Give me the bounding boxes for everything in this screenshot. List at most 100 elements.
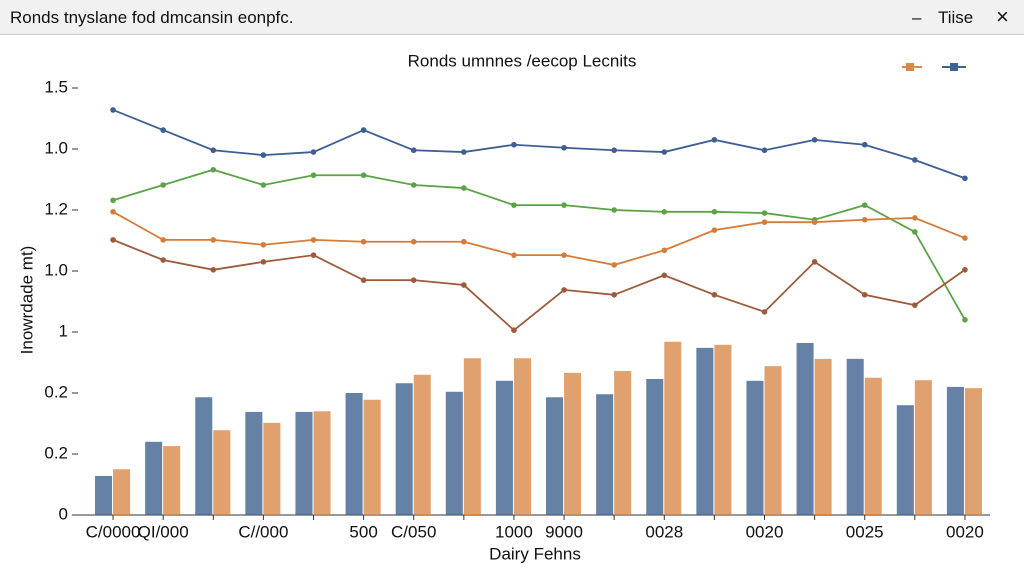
line-point	[360, 172, 367, 179]
x-tick-label: QI/000	[138, 522, 189, 541]
bar	[295, 411, 313, 515]
line-point	[260, 259, 267, 265]
line-point	[160, 182, 166, 188]
bar	[896, 405, 914, 515]
line-point	[861, 291, 868, 298]
line-point	[811, 137, 818, 143]
y-tick-label: 1.5	[44, 77, 68, 96]
line-point	[962, 175, 968, 182]
line-point	[912, 157, 918, 163]
bar	[596, 394, 614, 515]
bar	[495, 380, 513, 515]
y-tick-label: 0.2	[44, 443, 68, 462]
line-point	[511, 252, 517, 258]
bar	[696, 347, 714, 515]
line-point	[661, 209, 668, 215]
menu-button[interactable]: Tiise	[938, 8, 974, 27]
line-point	[912, 215, 918, 221]
line-point	[611, 207, 617, 213]
bar	[846, 358, 864, 515]
line-point	[410, 182, 417, 188]
line-point	[861, 202, 868, 208]
line-point	[160, 237, 166, 243]
line-point	[210, 166, 217, 173]
line-point	[711, 209, 718, 215]
title-bar: Ronds tnyslane fod dmcansin eonpfc. – Ti…	[0, 0, 1024, 35]
bar	[814, 358, 832, 515]
bar	[664, 341, 682, 515]
line-point	[160, 257, 166, 263]
line-point	[360, 277, 367, 283]
y-tick-label: 0.2	[44, 382, 68, 401]
line-point	[410, 147, 417, 154]
bar	[796, 342, 814, 515]
line-point	[912, 302, 918, 308]
bar	[363, 399, 381, 515]
line-point	[511, 141, 517, 148]
bar	[145, 441, 163, 515]
bar	[163, 446, 181, 515]
x-tick-label: 0020	[946, 522, 984, 541]
line-point	[511, 202, 517, 208]
line	[112, 211, 966, 266]
bar	[714, 344, 732, 515]
x-tick-label: C/0000	[86, 522, 141, 541]
line-point	[461, 185, 467, 191]
line-point	[711, 227, 718, 233]
x-axis-label: Dairy Fehns	[489, 544, 581, 563]
window-title: Ronds tnyslane fod dmcansin eonpfc.	[10, 8, 294, 27]
bar	[914, 380, 932, 515]
bar	[546, 397, 564, 515]
line-point	[461, 282, 467, 288]
bar	[413, 374, 431, 515]
line-point	[210, 266, 217, 273]
line-point	[811, 259, 818, 265]
bar	[564, 372, 582, 515]
x-tick-label: 0025	[846, 522, 884, 541]
line-point	[861, 216, 868, 223]
line-point	[611, 147, 617, 154]
line-point	[110, 197, 116, 204]
y-tick-label: 1.0	[44, 138, 68, 157]
line-point	[360, 238, 367, 245]
line-point	[561, 252, 567, 258]
bar	[864, 377, 882, 515]
bar	[463, 358, 481, 515]
chart-title: Ronds umnnes /eecop Lecnits	[408, 51, 637, 70]
x-tick-label: 500	[349, 522, 377, 541]
line-point	[962, 266, 968, 273]
y-tick-label: 1.2	[44, 199, 68, 218]
line-point	[962, 235, 968, 241]
line-point	[210, 147, 217, 154]
line-point	[511, 327, 517, 333]
line-point	[260, 182, 267, 188]
line-point	[761, 210, 768, 216]
x-tick-label: 1000	[495, 522, 533, 541]
line-point	[761, 309, 768, 315]
line-point	[561, 144, 567, 151]
legend	[902, 63, 966, 71]
line-point	[661, 272, 668, 279]
bar	[445, 391, 463, 515]
x-tick-label: 0028	[645, 522, 683, 541]
bar	[764, 366, 782, 515]
bar	[946, 386, 964, 515]
minimize-button[interactable]: –	[912, 8, 922, 27]
y-tick-label: 0	[59, 504, 68, 523]
line	[112, 239, 966, 332]
line-point	[861, 141, 868, 148]
line-point	[711, 137, 718, 143]
line-point	[260, 152, 267, 158]
y-tick-label: 1	[59, 321, 68, 340]
line-point	[410, 277, 417, 283]
line-point	[811, 219, 818, 225]
x-tick-label: 9000	[545, 522, 583, 541]
line-point	[110, 107, 116, 113]
line-point	[761, 219, 768, 225]
line-point	[160, 127, 166, 133]
close-button[interactable]: ×	[996, 4, 1009, 29]
line-point	[310, 252, 317, 258]
bar	[513, 358, 531, 515]
x-tick-label: 0020	[746, 522, 784, 541]
bar	[964, 388, 982, 515]
